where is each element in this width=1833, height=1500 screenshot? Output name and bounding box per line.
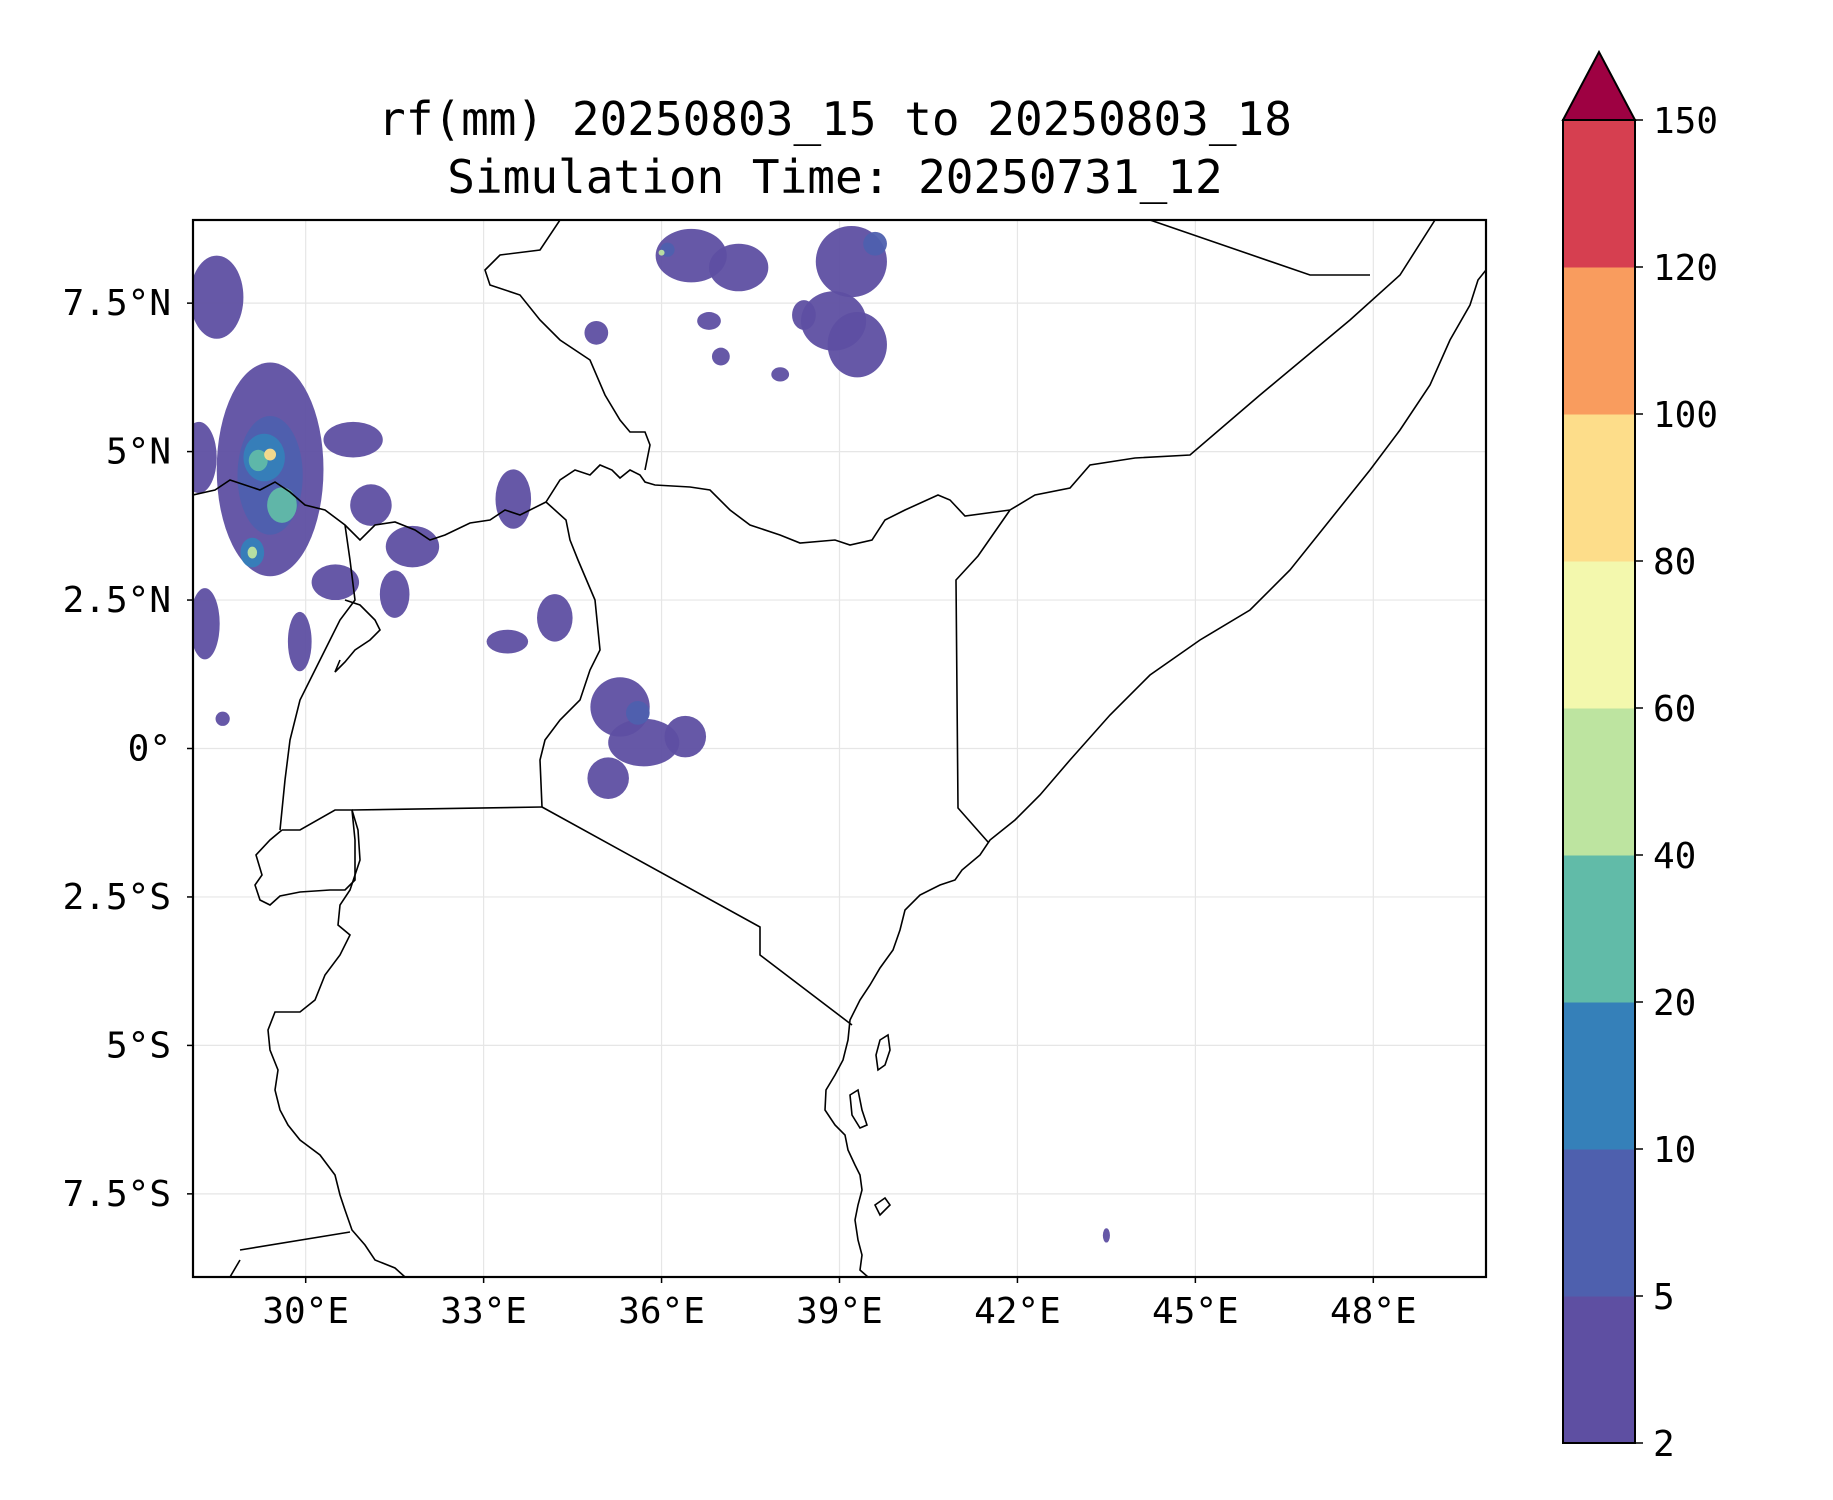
rainfall-cell (193, 255, 244, 339)
south-sudan-border-west (193, 479, 547, 542)
rainfall-cell (697, 312, 721, 330)
rainfall-cell (385, 525, 440, 568)
y-tick-label: 5°S (106, 1025, 171, 1066)
colorbar-segment (1563, 855, 1635, 1003)
country-borders (193, 220, 1486, 1277)
rainfall-cell (495, 469, 532, 529)
rainfall-cell (248, 449, 268, 472)
rainfall-cell (827, 312, 887, 378)
rainfall-cell (792, 300, 816, 330)
colorbar-extend-arrow (1561, 49, 1637, 121)
lake-victoria-outline (351, 806, 543, 811)
rainfall-cell (711, 347, 730, 366)
rainfall-field (193, 225, 1110, 1243)
x-tick-label: 36°E (618, 1291, 705, 1332)
map-subtitle: Simulation Time: 20250731_12 (447, 150, 1223, 204)
x-tick-label: 45°E (1152, 1291, 1239, 1332)
x-tick-label: 48°E (1330, 1291, 1417, 1332)
uganda-kenya-border (539, 501, 601, 808)
y-tick-label: 2.5°S (63, 877, 171, 918)
rainfall-cell (287, 611, 312, 672)
rainfall-cell (863, 231, 887, 256)
small-island (873, 1196, 892, 1217)
rainfall-cell (264, 448, 277, 461)
colorbar-segment (1563, 414, 1635, 562)
rainfall-cell (664, 715, 707, 758)
rainfall-cell (486, 629, 529, 654)
y-tick-label: 2.5°N (63, 580, 171, 621)
rainfall-cell (247, 546, 258, 559)
colorbar-tick-label: 60 (1653, 689, 1696, 730)
colorbar-tick-label: 5 (1653, 1277, 1675, 1318)
rainfall-cell (193, 421, 217, 494)
coastline (824, 269, 1486, 1277)
colorbar-frame (1562, 119, 1636, 1444)
map-title: rf(mm) 20250803_15 to 20250803_18 (378, 92, 1292, 146)
x-tick-label: 42°E (974, 1291, 1061, 1332)
rainfall-cell (625, 700, 650, 725)
mafia-island (849, 1088, 868, 1130)
y-tick-label: 0° (128, 729, 171, 770)
lake-tanganyika-shore (229, 1259, 241, 1277)
y-tick-label: 7.5°N (63, 283, 171, 324)
uganda-drc-border (279, 524, 356, 831)
south-sudan-ethiopia-border (484, 220, 651, 471)
colorbar-segment (1563, 708, 1635, 856)
rainfall-cell (193, 588, 220, 660)
rainfall-cell (267, 487, 297, 523)
rainfall-cell (658, 249, 665, 256)
rainfall-cell (587, 757, 629, 799)
rainfall-cell (608, 718, 680, 767)
colorbar-segment (1563, 1296, 1635, 1444)
ethiopia-somaliland-border (1149, 220, 1370, 276)
colorbar-tick-label: 20 (1653, 983, 1696, 1024)
tanzania-zambia-border (239, 1231, 351, 1251)
colorbar-segment (1563, 267, 1635, 415)
colorbar-tick-label: 120 (1653, 248, 1718, 289)
rainfall-cell (311, 564, 360, 601)
y-tick-label: 7.5°S (63, 1174, 171, 1215)
colorbar-tick-label: 100 (1653, 395, 1718, 436)
x-tick-label: 30°E (262, 1291, 349, 1332)
colorbar-tick-label: 150 (1653, 101, 1718, 142)
colorbar-segment (1563, 120, 1635, 268)
colorbar-segment (1563, 1149, 1635, 1297)
x-tick-label: 33°E (440, 1291, 527, 1332)
zanzibar-island (875, 1033, 891, 1072)
ethiopia-somalia-border (1009, 220, 1436, 511)
rainfall-cell (709, 243, 769, 292)
rainfall-cell (537, 594, 573, 642)
x-tick-label: 39°E (796, 1291, 883, 1332)
rainfall-cell (1102, 1228, 1110, 1243)
kenya-ethiopia-border (545, 464, 1011, 546)
colorbar: 2 5 10 20 40 60 80 100 120 150 (1561, 49, 1718, 1465)
kenya-tanzania-border (541, 806, 853, 1026)
colorbar-segment (1563, 1002, 1635, 1150)
kenya-somalia-border (955, 509, 1011, 843)
colorbar-segment (1563, 561, 1635, 709)
rainfall-cell (584, 320, 609, 345)
y-tick-label: 5°N (106, 432, 171, 473)
rainfall-cell (655, 228, 727, 283)
colorbar-tick-label: 40 (1653, 836, 1696, 877)
rwanda-burundi-borders (254, 809, 356, 906)
colorbar-tick-label: 80 (1653, 542, 1696, 583)
colorbar-tick-label: 10 (1653, 1130, 1696, 1171)
rainfall-cell (215, 711, 230, 726)
burundi-tanzania-border (267, 809, 406, 1277)
rainfall-cell (323, 421, 383, 458)
rainfall-cell (379, 570, 410, 618)
lake-albert (334, 599, 381, 673)
map-axes: 30°E 33°E 36°E 39°E 42°E 45°E 48°E 7.5°N 5°N 2.5°… (63, 283, 1417, 1332)
rainfall-cell (771, 367, 790, 382)
colorbar-tick-label: 2 (1653, 1424, 1675, 1465)
rainfall-cell (350, 484, 392, 526)
